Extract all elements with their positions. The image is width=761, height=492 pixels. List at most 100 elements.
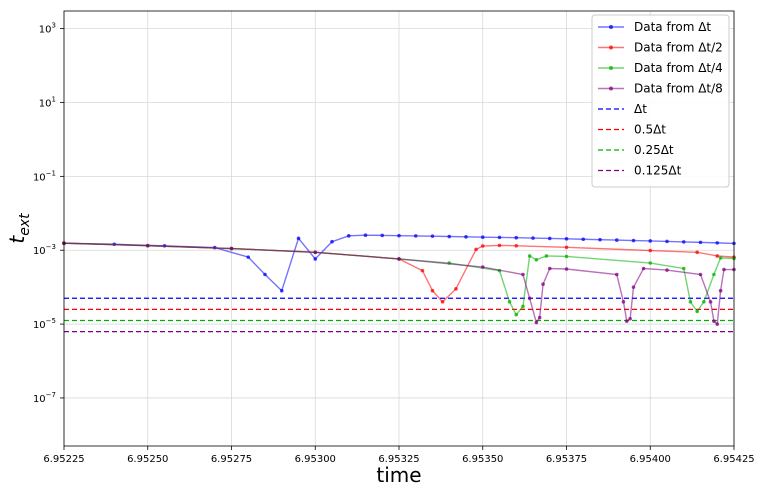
y-tick-label-base: 10 (33, 172, 46, 183)
legend-label: Δt (634, 102, 647, 116)
data-series (62, 233, 736, 326)
series-point (514, 243, 519, 248)
series-point (712, 272, 716, 277)
legend-entry: Data from Δt/8 (598, 82, 723, 96)
legend-box (591, 14, 730, 188)
x-tick-label: 6.95275 (211, 454, 252, 465)
series-point (564, 245, 569, 250)
series-point (648, 239, 653, 243)
legend-label: 0.25Δt (634, 143, 674, 157)
series-point (648, 248, 653, 253)
legend-entry: 0.125Δt (598, 164, 682, 178)
series-point (363, 233, 368, 238)
series-point (380, 233, 385, 238)
y-tick-label-base: 10 (33, 320, 46, 331)
series-point (695, 250, 699, 255)
y-axis-label-subscript: ext (17, 213, 33, 236)
series-point (547, 236, 552, 241)
y-tick-label: 103 (39, 22, 56, 36)
legend-label: Data from Δt (634, 20, 711, 34)
series-point (564, 267, 569, 271)
series-point (397, 233, 401, 238)
legend-entry: 0.25Δt (598, 143, 674, 157)
series-point (534, 320, 539, 325)
series-point (698, 240, 703, 245)
series-point (722, 267, 726, 272)
series-point (145, 243, 150, 248)
legend-label: 0.125Δt (634, 164, 682, 178)
x-tick-label: 6.95300 (295, 454, 336, 465)
series-point (718, 288, 723, 293)
series-point (413, 234, 418, 238)
series-point (614, 238, 619, 242)
series-point (420, 268, 425, 273)
series-point (480, 235, 485, 240)
y-tick-label: 101 (39, 95, 56, 109)
legend-label: Data from Δt/4 (634, 61, 723, 75)
series-point (534, 258, 539, 262)
series-point (246, 255, 251, 259)
legend-swatch-marker (609, 45, 613, 50)
series-point (665, 239, 669, 244)
series-point (521, 272, 525, 277)
y-tick-label-exponent: −5 (46, 317, 56, 325)
series-point (313, 257, 318, 261)
y-tick-label-exponent: −1 (46, 169, 56, 177)
x-tick-label: 6.95425 (713, 454, 754, 465)
series-point (521, 304, 525, 309)
x-axis-label: time (376, 463, 421, 487)
legend-entry: Data from Δt/2 (598, 41, 723, 55)
series-point (681, 266, 686, 271)
series-point (480, 265, 485, 269)
series-point (688, 300, 693, 304)
y-tick-label: 10−3 (33, 243, 56, 257)
series-point (702, 300, 706, 304)
series-point (474, 247, 478, 252)
y-tick-label-base: 10 (39, 98, 52, 109)
series-point (631, 285, 636, 289)
series-group (62, 241, 736, 326)
legend-entry: 0.5Δt (598, 123, 666, 137)
series-point (641, 266, 646, 271)
series-point (715, 241, 720, 245)
series-point (681, 240, 686, 244)
y-tick-label-base: 10 (33, 246, 46, 257)
series-point (665, 268, 669, 272)
y-tick-label: 10−7 (33, 391, 56, 405)
series-point (715, 254, 720, 258)
series-point (564, 254, 569, 259)
legend-entry: Data from Δt (598, 20, 711, 34)
series-point (430, 288, 435, 293)
series-point (708, 300, 713, 304)
y-tick-label-base: 10 (33, 394, 46, 405)
legend-label: Data from Δt/8 (634, 82, 723, 96)
series-point (480, 244, 485, 248)
y-tick-label-exponent: −7 (46, 391, 56, 399)
series-point (698, 272, 703, 277)
legend-entry: Δt (598, 102, 647, 116)
series-point (564, 237, 569, 241)
series-point (447, 234, 452, 239)
x-tick-label: 6.95400 (630, 454, 671, 465)
series-point (712, 319, 716, 323)
y-tick-label-exponent: 1 (52, 95, 56, 103)
series-point (507, 300, 512, 304)
x-tick-label: 6.95250 (127, 454, 168, 465)
series-point (628, 316, 632, 321)
series-point (648, 261, 653, 265)
x-axis-ticks: 6.95225 6.95250 6.95275 6.95300 6.95325 6.953… (43, 446, 755, 465)
series-point (263, 272, 267, 277)
series-point (527, 254, 532, 258)
y-tick-label-exponent: −3 (46, 243, 56, 251)
series-point (537, 315, 542, 320)
series-point (497, 243, 502, 248)
series-point (614, 272, 619, 277)
series-point (330, 239, 334, 244)
series-point (514, 312, 519, 317)
x-tick-label: 6.95375 (546, 454, 587, 465)
y-axis-label-base: t (5, 235, 29, 244)
series-line (63, 234, 735, 293)
legend: Data from Δt Data from Δt/2 Data from Δt/4… (591, 14, 730, 188)
series-point (718, 256, 723, 260)
